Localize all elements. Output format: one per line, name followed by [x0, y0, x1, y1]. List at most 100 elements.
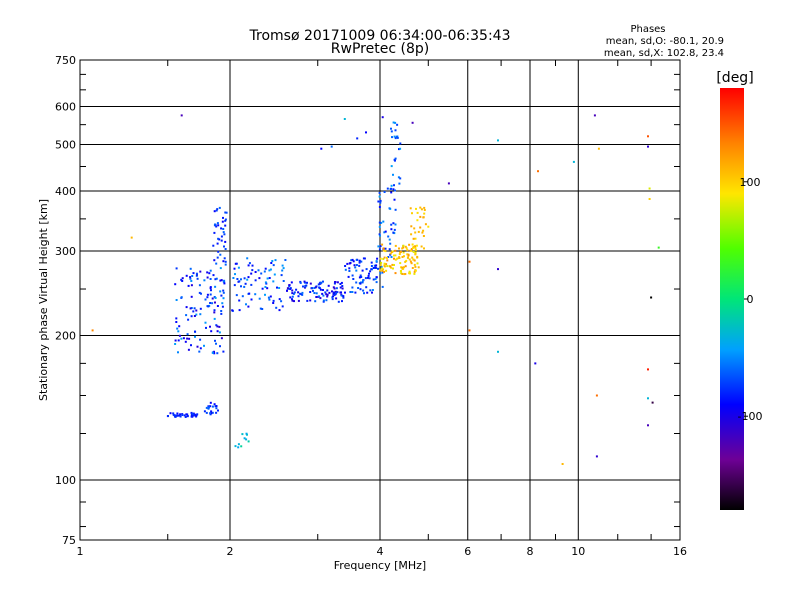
data-point [220, 239, 223, 242]
data-point [383, 191, 386, 193]
data-point [406, 253, 409, 256]
data-point [183, 414, 186, 417]
data-point [243, 277, 246, 280]
data-point [378, 221, 381, 224]
data-point [388, 248, 391, 251]
data-point [423, 247, 425, 250]
data-point [184, 416, 187, 418]
data-point [238, 309, 241, 312]
data-point [215, 209, 218, 212]
data-point [209, 269, 212, 272]
data-point [374, 278, 377, 281]
data-point [378, 248, 381, 251]
colorbar-label: [deg] [716, 70, 753, 86]
data-point [353, 264, 356, 267]
data-point [215, 277, 218, 280]
data-point [363, 257, 366, 260]
data-point [213, 317, 216, 320]
data-point [175, 414, 178, 417]
data-point [235, 262, 238, 265]
data-point [215, 324, 218, 327]
data-point [219, 290, 222, 293]
data-point [291, 299, 294, 302]
data-point [237, 443, 240, 446]
data-point [378, 206, 381, 208]
data-point [286, 287, 289, 290]
data-point [198, 291, 201, 294]
data-point [212, 244, 215, 247]
data-point [315, 292, 318, 295]
data-point [423, 209, 426, 211]
data-point [392, 121, 395, 124]
data-point [223, 245, 225, 248]
data-point [400, 272, 403, 275]
data-point [304, 281, 307, 284]
data-point [181, 280, 184, 282]
data-point [224, 240, 227, 243]
data-point [261, 287, 264, 290]
data-point [497, 350, 499, 353]
data-point [393, 257, 395, 260]
data-point [189, 307, 192, 310]
data-point [375, 281, 378, 284]
data-point [411, 256, 414, 259]
data-point [537, 170, 539, 173]
data-point [216, 242, 219, 245]
data-point [301, 291, 304, 294]
data-point [309, 291, 312, 293]
data-point [647, 424, 649, 427]
data-point [293, 291, 296, 294]
data-point [250, 272, 253, 275]
data-point [468, 329, 471, 332]
data-point [377, 245, 380, 248]
data-point [340, 294, 343, 297]
data-point [221, 220, 224, 223]
data-point [220, 312, 223, 315]
data-point [331, 298, 334, 301]
data-point [394, 189, 396, 192]
data-point [410, 249, 413, 252]
y-tick-label: 200 [55, 330, 76, 343]
data-point [315, 296, 318, 298]
data-point [371, 289, 374, 291]
data-point [319, 281, 322, 284]
data-point [380, 265, 383, 268]
data-point [369, 270, 372, 273]
data-point [206, 296, 209, 299]
data-point [398, 247, 400, 250]
data-point [357, 287, 360, 289]
data-point [335, 297, 338, 300]
data-point [355, 264, 358, 266]
data-point [297, 295, 300, 298]
data-point [337, 300, 340, 303]
data-point [241, 433, 244, 436]
data-point [185, 306, 188, 309]
data-point [291, 292, 294, 295]
data-point [322, 294, 325, 297]
data-point [389, 242, 392, 245]
data-point [254, 293, 257, 296]
data-point [186, 413, 189, 416]
data-point [360, 276, 363, 278]
data-point [379, 272, 382, 275]
data-point [393, 264, 395, 266]
data-point [189, 276, 192, 279]
data-point [288, 285, 291, 288]
data-point [264, 281, 267, 284]
data-point [414, 247, 417, 250]
data-point [203, 410, 206, 413]
data-point [220, 337, 223, 340]
data-point [333, 287, 336, 290]
data-point [401, 273, 404, 275]
colorbar: 100 0 -100 [720, 88, 762, 510]
data-point [219, 253, 222, 256]
data-point [224, 260, 227, 263]
data-point [414, 245, 416, 248]
data-point [394, 258, 397, 261]
data-point [422, 216, 425, 219]
data-point [289, 288, 292, 290]
data-point [407, 254, 410, 257]
data-point [247, 276, 250, 279]
data-point [382, 249, 385, 252]
data-point [352, 260, 355, 263]
